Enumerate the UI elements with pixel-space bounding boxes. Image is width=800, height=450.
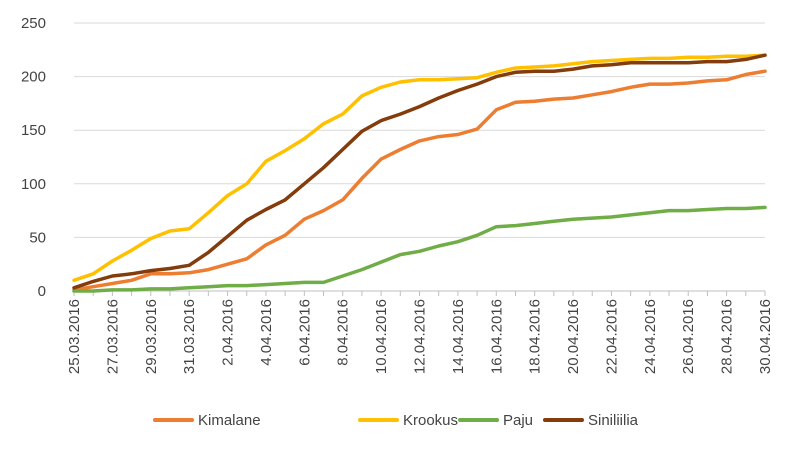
y-tick-label: 50 bbox=[29, 229, 46, 246]
legend-label: Kimalane bbox=[198, 412, 261, 429]
legend-label: Siniliilia bbox=[588, 412, 639, 429]
series-line-paju bbox=[72, 205, 767, 293]
legend-label: Paju bbox=[503, 412, 533, 429]
x-tick-label: 8.04.2016 bbox=[335, 299, 352, 366]
x-tick-label: 27.03.2016 bbox=[104, 299, 121, 374]
x-tick-label: 22.04.2016 bbox=[603, 299, 620, 374]
series-line-siniliilia bbox=[72, 53, 767, 290]
y-tick-label: 150 bbox=[21, 122, 46, 139]
y-tick-label: 100 bbox=[21, 176, 46, 193]
x-tick-label: 24.04.2016 bbox=[642, 299, 659, 374]
x-tick-label: 14.04.2016 bbox=[450, 299, 467, 374]
axes bbox=[73, 290, 766, 296]
legend: Kimalane Krookus Paju Siniliilia bbox=[153, 412, 639, 429]
x-tick-labels: 25.03.2016 27.03.2016 29.03.2016 31.03.2016… bbox=[66, 299, 774, 374]
x-tick-label: 18.04.2016 bbox=[527, 299, 544, 374]
y-tick-label: 200 bbox=[21, 69, 46, 86]
x-tick-label: 12.04.2016 bbox=[412, 299, 429, 374]
x-tick-label: 6.04.2016 bbox=[296, 299, 313, 366]
x-tick-label: 20.04.2016 bbox=[565, 299, 582, 374]
y-tick-label: 250 bbox=[21, 15, 46, 32]
grid-lines bbox=[74, 22, 765, 238]
x-tick-label: 25.03.2016 bbox=[66, 299, 83, 374]
legend-label: Krookus bbox=[403, 412, 458, 429]
x-tick-label: 30.04.2016 bbox=[757, 299, 774, 374]
x-tick-label: 31.03.2016 bbox=[181, 299, 198, 374]
y-tick-label: 0 bbox=[38, 283, 46, 300]
x-tick-label: 16.04.2016 bbox=[488, 299, 505, 374]
series-lines bbox=[72, 53, 767, 293]
x-tick-label: 2.04.2016 bbox=[220, 299, 237, 366]
x-tick-label: 26.04.2016 bbox=[680, 299, 697, 374]
x-tick-label: 28.04.2016 bbox=[719, 299, 736, 374]
y-tick-labels: 0 50 100 150 200 250 bbox=[21, 15, 46, 300]
x-tick-label: 10.04.2016 bbox=[373, 299, 390, 374]
x-tick-label: 29.03.2016 bbox=[143, 299, 160, 374]
series-line-krookus bbox=[72, 53, 767, 283]
series-line-kimalane bbox=[72, 69, 767, 292]
x-tick-label: 4.04.2016 bbox=[258, 299, 275, 366]
